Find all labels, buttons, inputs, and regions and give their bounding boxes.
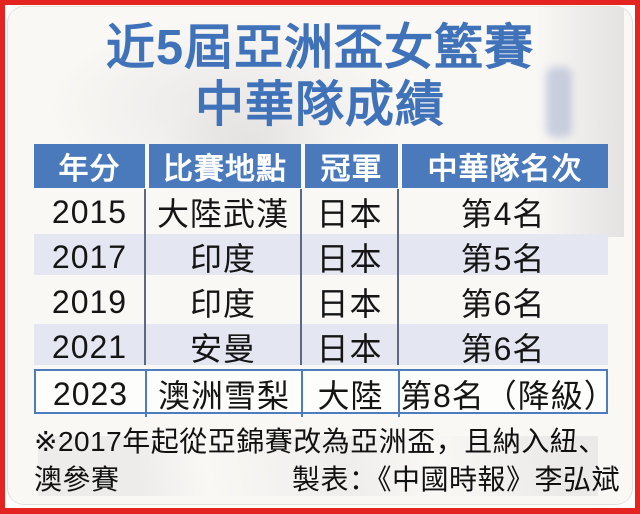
infographic-card: 近5屆亞洲盃女籃賽 中華隊成績 年分 比賽地點 冠軍 中華隊名次: [7, 6, 633, 505]
cell-year: 2021: [51, 328, 128, 365]
content-area: 近5屆亞洲盃女籃賽 中華隊成績 年分 比賽地點 冠軍 中華隊名次: [8, 7, 632, 499]
table-row-2023-highlighted: 2023 澳洲雪梨 大陸 第8名（降級）: [34, 369, 616, 417]
header-champion: 冠軍: [301, 144, 398, 188]
cell-taiwan-rank: 第6名: [460, 331, 546, 367]
cell-year: 2019: [51, 283, 128, 320]
cell-taiwan-rank: 第6名: [460, 286, 546, 322]
table-row-2015: 2015 大陸武漢 日本 第4名: [34, 189, 608, 233]
cell-taiwan-rank: 第4名: [460, 196, 546, 232]
cell-taiwan-rank: 第5名: [460, 241, 546, 277]
cell-champion: 日本: [316, 196, 383, 232]
page-title: 近5屆亞洲盃女籃賽 中華隊成績: [34, 20, 606, 134]
table-body: 2015 大陸武漢 日本 第4名 2017 印度 日本 第5名 20: [34, 189, 616, 417]
cell-champion: 日本: [316, 331, 383, 367]
column-separator: [300, 189, 302, 365]
title-line-2: 中華隊成績: [194, 78, 445, 132]
cell-champion: 日本: [316, 241, 383, 277]
cell-year: 2023: [52, 375, 129, 412]
credit-line: 製表：《中國時報》李弘斌: [291, 464, 620, 495]
cell-location: 印度: [189, 241, 256, 277]
table-row-2019: 2019 印度 日本 第6名: [34, 279, 608, 323]
footnote: ※2017年起從亞錦賽改為亞洲盃，且納入紐、 澳參賽 製表：《中國時報》李弘斌: [34, 423, 620, 499]
cell-champion: 日本: [316, 286, 383, 322]
table-row-2017: 2017 印度 日本 第5名: [34, 234, 608, 277]
cell-location: 大陸武漢: [156, 196, 289, 232]
cell-location: 澳洲雪梨: [145, 371, 301, 417]
cell-champion: 大陸: [301, 371, 398, 417]
cell-location: 印度: [189, 286, 256, 322]
header-location: 比賽地點: [145, 144, 301, 188]
table-row-2021: 2021 安曼 日本 第6名: [34, 324, 608, 367]
column-separator: [397, 189, 399, 365]
footnote-line-2: 澳參賽: [34, 464, 120, 495]
header-year: 年分: [34, 144, 145, 188]
table-header-row: 年分 比賽地點 冠軍 中華隊名次: [34, 144, 608, 188]
title-line-1: 近5屆亞洲盃女籃賽: [105, 21, 535, 75]
cell-taiwan-rank: 第8名（降級）: [398, 371, 616, 417]
results-table: 年分 比賽地點 冠軍 中華隊名次 2015 大陸武漢 日本 第4: [34, 144, 616, 417]
card-backdrop: 近5屆亞洲盃女籃賽 中華隊成績 年分 比賽地點 冠軍 中華隊名次: [5, 5, 635, 508]
cell-location: 安曼: [189, 331, 256, 367]
header-taiwan-rank: 中華隊名次: [398, 144, 608, 188]
footnote-line-1: ※2017年起從亞錦賽改為亞洲盃，且納入紐、: [34, 426, 607, 457]
cell-year: 2017: [51, 238, 128, 275]
cell-year: 2015: [51, 193, 128, 230]
column-separator: [144, 189, 146, 365]
